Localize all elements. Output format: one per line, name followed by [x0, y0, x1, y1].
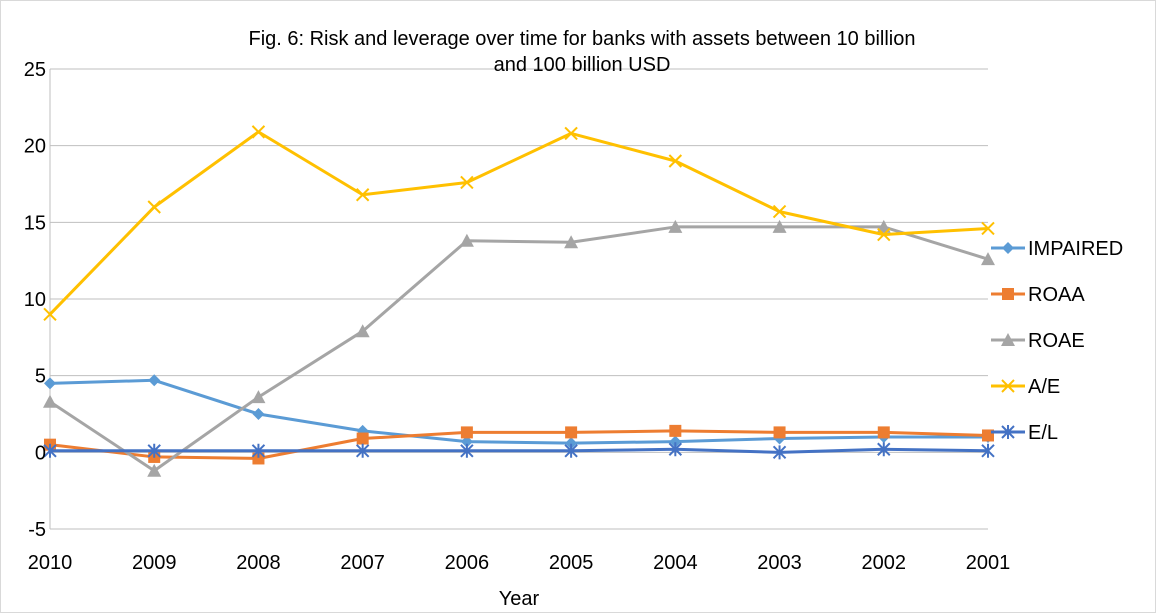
data-point — [147, 463, 162, 477]
chart-title-line-2: and 100 billion USD — [494, 54, 671, 76]
data-point — [460, 175, 474, 190]
series-roae — [43, 219, 995, 477]
data-point — [772, 219, 787, 233]
legend-item: A/E — [991, 376, 1060, 398]
data-point — [355, 188, 370, 202]
data-point — [981, 252, 995, 266]
legend-item: E/L — [991, 422, 1058, 444]
data-point — [44, 377, 56, 390]
data-point — [43, 307, 57, 322]
chart-title-line-1: Fig. 6: Risk and leverage over time for … — [248, 28, 915, 50]
data-point — [355, 324, 370, 338]
x-axis-ticks: 2010 2009 2008 2007 2006 2005 2004 2003 2002 2001 — [28, 552, 1011, 574]
data-point — [669, 424, 682, 437]
series-line — [50, 447, 989, 454]
legend-marker — [1002, 288, 1014, 300]
legend-marker — [1001, 425, 1015, 439]
x-tick-label: 2010 — [28, 552, 73, 574]
series-line — [48, 130, 989, 316]
x-tick-label: 2006 — [445, 552, 490, 574]
x-tick-label: 2004 — [653, 552, 698, 574]
y-tick-label: 10 — [24, 289, 46, 311]
series-lines — [43, 125, 995, 477]
data-point — [668, 219, 683, 233]
legend-label: IMPAIRED — [1028, 238, 1123, 260]
data-point — [668, 154, 683, 168]
data-point — [147, 443, 161, 458]
legend-marker — [1001, 333, 1015, 346]
data-point — [356, 432, 369, 445]
data-point — [564, 443, 578, 458]
data-point — [668, 442, 683, 457]
x-tick-label: 2007 — [340, 552, 385, 574]
data-point — [251, 390, 266, 404]
data-point — [147, 200, 161, 214]
data-point — [459, 233, 474, 247]
y-tick-label: 5 — [35, 366, 46, 388]
legend-label: E/L — [1028, 422, 1058, 444]
legend-marker — [1001, 379, 1015, 393]
legend-label: ROAA — [1028, 284, 1085, 306]
x-tick-label: 2008 — [236, 552, 281, 574]
data-point — [43, 443, 57, 458]
data-point — [460, 435, 473, 448]
data-point — [877, 442, 891, 457]
y-tick-label: 25 — [24, 59, 46, 81]
data-point — [251, 443, 266, 458]
data-point — [252, 452, 265, 465]
legend-item: IMPAIRED — [991, 238, 1123, 260]
data-point — [876, 219, 891, 233]
data-point — [565, 437, 578, 450]
data-point — [773, 426, 786, 439]
y-tick-label: 15 — [24, 212, 46, 234]
data-point — [460, 426, 473, 439]
data-point — [252, 408, 265, 420]
series-line — [49, 378, 988, 445]
x-tick-label: 2009 — [132, 552, 177, 574]
legend-label: A/E — [1028, 376, 1060, 398]
legend-item: ROAA — [991, 284, 1085, 306]
series-roaa — [44, 424, 994, 465]
data-point — [564, 235, 579, 249]
series-impaired — [44, 374, 994, 450]
y-axis-ticks: -5 0 5 10 15 20 25 — [24, 59, 46, 541]
x-tick-label: 2003 — [757, 552, 802, 574]
y-tick-label: 0 — [35, 442, 46, 464]
data-point — [981, 221, 995, 236]
data-point — [460, 443, 474, 458]
legend: IMPAIRED ROAA ROAE A/E E/L — [991, 238, 1123, 444]
data-point — [772, 204, 787, 219]
data-point — [148, 374, 161, 387]
data-point — [565, 426, 578, 439]
data-point — [772, 445, 787, 460]
legend-marker — [1002, 242, 1014, 254]
x-axis-title: Year — [499, 588, 540, 610]
x-tick-label: 2002 — [862, 552, 907, 574]
y-tick-label: 20 — [24, 136, 46, 158]
data-point — [877, 426, 890, 439]
series-a-e — [43, 125, 995, 322]
data-point — [877, 227, 891, 242]
legend-item: ROAE — [991, 330, 1085, 352]
series-e-l — [43, 442, 995, 460]
data-point — [564, 126, 578, 141]
x-tick-label: 2001 — [966, 552, 1011, 574]
legend-label: ROAE — [1028, 330, 1085, 352]
data-point — [981, 443, 995, 458]
data-point — [355, 443, 370, 458]
x-tick-label: 2005 — [549, 552, 594, 574]
data-point — [43, 394, 57, 408]
data-point — [251, 125, 266, 139]
series-line — [49, 429, 989, 460]
data-point — [669, 435, 682, 448]
gridlines — [49, 68, 988, 530]
series-line — [49, 225, 989, 473]
y-tick-label: -5 — [28, 519, 46, 541]
